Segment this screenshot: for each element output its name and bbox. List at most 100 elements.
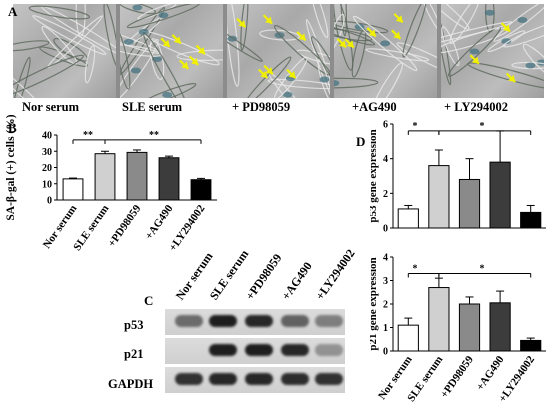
micrograph-ag490 [334, 4, 437, 98]
y-tick-label: 40 [42, 131, 52, 142]
cell-shape [334, 77, 379, 89]
blot-band [209, 344, 237, 356]
stained-cell [130, 67, 141, 74]
y-tick-label: 6 [383, 120, 388, 131]
yellow-arrow-icon [263, 64, 274, 75]
yellow-arrow-icon [171, 34, 182, 45]
error-bar [526, 204, 535, 213]
x-tick-label: +PD98059 [106, 202, 144, 249]
blot-band [281, 315, 309, 327]
bar [428, 165, 450, 229]
yellow-arrow-icon [195, 44, 206, 55]
y-tick-label: 4 [383, 253, 388, 264]
cell-shape [493, 4, 544, 42]
bar [489, 302, 511, 352]
bar [397, 324, 419, 352]
bar [397, 208, 419, 229]
stained-cell [501, 38, 512, 45]
cell-shape [243, 56, 292, 98]
y-tick-label: 4 [383, 154, 388, 165]
bar [94, 153, 116, 201]
stained-cell [484, 9, 495, 16]
y-tick-label: 1 [383, 323, 388, 334]
error-bar [101, 150, 109, 154]
y-tick-label: 0 [383, 347, 388, 358]
cell-shape [310, 36, 330, 87]
significance-label: ** [83, 130, 93, 141]
yellow-arrow-icon [505, 72, 516, 83]
cell-shape [273, 56, 308, 98]
stained-cell [380, 40, 391, 47]
stained-cell [282, 91, 293, 98]
stained-cell [469, 48, 480, 55]
y-tick-label: 0 [383, 224, 388, 235]
y-tick-label: 30 [42, 147, 52, 158]
blot-label-p53: p53 [124, 318, 144, 332]
cell-shape [351, 28, 367, 78]
condition-label-pd98059: + PD98059 [232, 100, 291, 114]
bar [458, 303, 481, 352]
cell-shape [32, 15, 107, 56]
yellow-arrow-icon [179, 59, 190, 70]
cell-shape [126, 4, 201, 29]
cell-shape [441, 4, 470, 30]
cell-shape [84, 45, 96, 84]
cell-shape [511, 61, 544, 70]
blot-lane-label: +LY294002 [312, 246, 358, 303]
cell-shape [334, 20, 389, 34]
cell-shape [120, 31, 131, 90]
blot-band [209, 315, 237, 327]
blot-band [245, 373, 273, 385]
cell-shape [402, 4, 427, 58]
cell-shape [227, 19, 263, 62]
cell-shape [502, 17, 544, 48]
blot-band [175, 373, 203, 385]
cell-shape [41, 25, 78, 65]
yellow-arrow-icon [258, 68, 269, 79]
cell-shape [449, 4, 480, 45]
cell-shape [334, 24, 376, 46]
blot-label-p21: p21 [124, 347, 144, 361]
cell-shape [176, 49, 223, 61]
yellow-arrow-icon [469, 54, 480, 65]
cell-shape [120, 4, 157, 15]
panel-label-c: C [144, 293, 154, 308]
cell-shape [103, 4, 116, 68]
error-bar [434, 277, 443, 288]
yellow-arrow-icon [188, 55, 199, 66]
micrograph-nor-serum [13, 4, 116, 98]
cell-shape [371, 62, 404, 98]
condition-label-ag490: +AG490 [352, 100, 397, 114]
cell-shape [334, 4, 354, 71]
yellow-arrow-icon [393, 13, 404, 24]
cell-shape [143, 32, 190, 98]
blot-row [165, 367, 345, 393]
yellow-arrow-icon [296, 31, 307, 42]
cell-shape [138, 82, 197, 98]
blot-band [281, 344, 309, 356]
error-bar [69, 177, 77, 179]
cell-shape [13, 40, 50, 52]
cell-shape [13, 54, 84, 98]
cell-shape [227, 4, 240, 87]
stained-cell [525, 62, 536, 69]
cell-shape [396, 42, 437, 78]
error-bar [133, 149, 141, 153]
error-bar [526, 337, 535, 341]
stained-cell [319, 76, 330, 83]
blot-band [175, 315, 203, 327]
blot-band [315, 344, 343, 356]
micrograph-sle-serum [120, 4, 223, 98]
bar [489, 161, 511, 229]
panel-label-d: D [356, 134, 366, 149]
micrograph-strip [13, 4, 544, 98]
yellow-arrow-icon [286, 68, 297, 79]
stained-cell [334, 80, 340, 87]
y-tick-label: 2 [383, 300, 388, 311]
yellow-arrow-icon [344, 38, 355, 49]
condition-label-sle-serum: SLE serum [122, 100, 183, 114]
significance-bracket [104, 139, 202, 144]
blot-band [315, 373, 343, 385]
chart-d-p53: 0 2 4 6 p53 gene expression * * [370, 120, 546, 235]
